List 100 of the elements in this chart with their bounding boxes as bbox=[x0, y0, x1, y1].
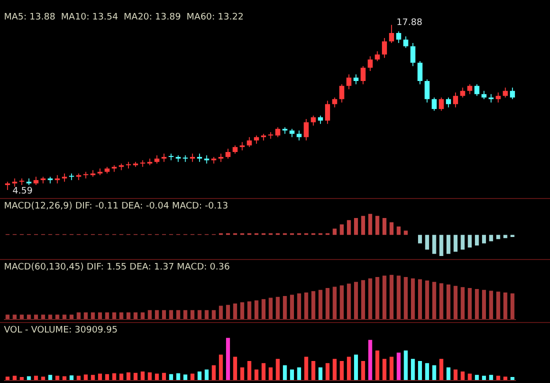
bar bbox=[247, 301, 252, 319]
bar bbox=[425, 363, 430, 380]
bar bbox=[84, 374, 88, 380]
bar bbox=[439, 358, 444, 380]
bar bbox=[474, 234, 479, 246]
candlestick bbox=[76, 173, 82, 180]
bar bbox=[396, 276, 401, 319]
bar bbox=[76, 376, 81, 380]
bar bbox=[204, 369, 209, 380]
bar bbox=[212, 365, 216, 380]
bar bbox=[70, 314, 74, 319]
bar bbox=[268, 367, 273, 380]
bar bbox=[439, 234, 444, 256]
bar bbox=[204, 310, 209, 319]
bar bbox=[183, 310, 188, 319]
bar bbox=[290, 369, 294, 380]
bar bbox=[460, 234, 465, 250]
bar bbox=[346, 356, 351, 380]
bar bbox=[290, 294, 294, 319]
bar bbox=[332, 228, 337, 235]
bar bbox=[176, 310, 180, 319]
bar bbox=[134, 312, 138, 319]
bar bbox=[262, 363, 266, 380]
candlestick bbox=[26, 178, 32, 186]
bar bbox=[254, 369, 258, 380]
bar bbox=[496, 292, 500, 319]
bar bbox=[332, 358, 337, 380]
chart-title: VOL - VOLUME: 30909.95 bbox=[4, 326, 118, 336]
bar bbox=[460, 287, 465, 319]
bar bbox=[410, 358, 415, 380]
annotation: 4.59 bbox=[12, 186, 33, 196]
bar bbox=[70, 375, 74, 380]
bar bbox=[105, 312, 110, 319]
bar bbox=[410, 278, 415, 319]
candlestick bbox=[118, 164, 124, 170]
bar bbox=[346, 284, 351, 319]
bar bbox=[425, 234, 430, 250]
bar bbox=[98, 374, 102, 380]
bar bbox=[354, 282, 358, 319]
bar bbox=[454, 369, 458, 380]
bar bbox=[361, 361, 366, 380]
chart-title: MACD(60,130,45) DIF: 1.55 DEA: 1.37 MACD: 0.36 bbox=[4, 262, 230, 273]
bar bbox=[34, 314, 38, 319]
bar bbox=[375, 216, 380, 235]
bar bbox=[254, 300, 258, 319]
bar bbox=[489, 290, 494, 319]
bar bbox=[282, 365, 287, 380]
bar bbox=[474, 374, 479, 380]
bar bbox=[176, 373, 180, 380]
bar bbox=[198, 372, 202, 380]
bar bbox=[297, 293, 302, 319]
bar bbox=[247, 361, 252, 380]
bar bbox=[240, 302, 244, 319]
bar bbox=[468, 374, 472, 380]
bar bbox=[282, 296, 287, 319]
bar bbox=[390, 222, 394, 235]
bar bbox=[55, 376, 60, 380]
bar bbox=[482, 290, 486, 319]
bar bbox=[162, 372, 166, 380]
bar bbox=[126, 372, 130, 380]
bar bbox=[318, 367, 322, 380]
bar bbox=[510, 293, 514, 319]
bar bbox=[432, 365, 436, 380]
bar bbox=[154, 374, 159, 380]
bar bbox=[119, 374, 124, 380]
bar bbox=[218, 306, 223, 319]
bar bbox=[326, 363, 330, 380]
bar bbox=[311, 361, 316, 380]
bar bbox=[482, 376, 486, 380]
bar bbox=[346, 220, 351, 235]
bar bbox=[169, 374, 174, 380]
bar bbox=[41, 376, 46, 380]
bar bbox=[354, 218, 358, 235]
bar bbox=[396, 352, 401, 380]
annotation: 17.88 bbox=[396, 18, 423, 28]
bar bbox=[340, 361, 344, 380]
bar bbox=[361, 216, 366, 235]
bar bbox=[262, 299, 266, 319]
bar bbox=[20, 314, 24, 319]
bar bbox=[446, 284, 450, 319]
bar bbox=[169, 310, 174, 319]
chart-title: MA5: 13.88 MA10: 13.54 MA20: 13.89 MA60: 13.22 bbox=[4, 12, 244, 23]
bar bbox=[311, 291, 316, 319]
bar bbox=[503, 234, 508, 238]
bar bbox=[12, 376, 17, 380]
bar bbox=[62, 314, 66, 319]
bar bbox=[390, 356, 394, 380]
bar bbox=[503, 376, 508, 380]
bar bbox=[55, 314, 60, 319]
bar bbox=[382, 276, 386, 319]
bar bbox=[382, 358, 386, 380]
bar bbox=[26, 314, 31, 319]
bar bbox=[6, 314, 10, 319]
bar bbox=[218, 354, 223, 380]
bar bbox=[375, 277, 380, 319]
bar bbox=[297, 367, 302, 380]
bar bbox=[446, 234, 450, 254]
bar bbox=[98, 312, 102, 319]
bar bbox=[62, 376, 66, 380]
bar bbox=[354, 354, 358, 380]
